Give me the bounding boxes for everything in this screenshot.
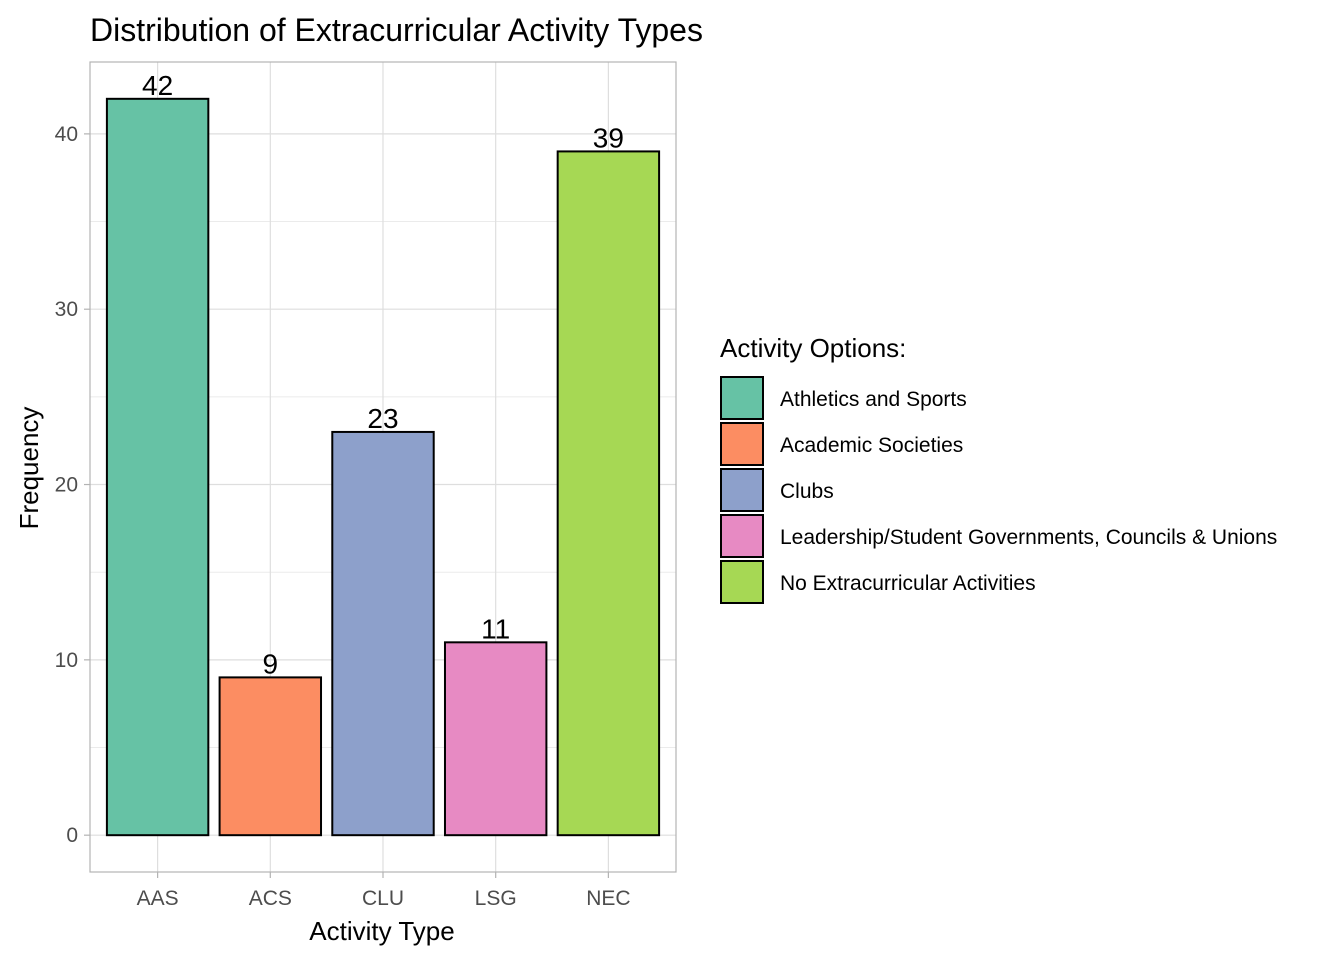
x-tick-label: NEC [586, 887, 630, 910]
y-axis-title: Frequency [14, 407, 44, 530]
bar-clu [331, 430, 435, 837]
legend-key [720, 560, 764, 604]
legend: Activity Options: Athletics and Sports Ac… [720, 333, 1277, 604]
y-tick-label: 20 [55, 474, 78, 497]
y-tick-label: 0 [66, 824, 78, 847]
x-tick-label: CLU [362, 887, 404, 910]
legend-key [720, 422, 764, 466]
legend-title: Activity Options: [720, 333, 906, 363]
data-label-lsg: 11 [481, 613, 510, 644]
legend-label: Academic Societies [780, 434, 963, 457]
data-label-nec: 39 [593, 122, 624, 153]
y-tick-label: 40 [55, 123, 78, 146]
bar-nec [556, 150, 661, 837]
x-axis-title: Activity Type [309, 916, 454, 946]
legend-key [720, 514, 764, 558]
legend-key [720, 376, 764, 420]
y-tick-label: 30 [55, 298, 78, 321]
data-label-aas: 42 [142, 70, 173, 101]
y-tick-label: 10 [55, 649, 78, 672]
data-label-acs: 9 [263, 648, 279, 679]
bar-lsg [443, 641, 548, 837]
chart-title: Distribution of Extracurricular Activity… [90, 12, 703, 48]
legend-label: Leadership/Student Governments, Councils… [780, 526, 1277, 549]
legend-key [720, 468, 764, 512]
x-tick-label: LSG [475, 887, 517, 910]
legend-label: No Extracurricular Activities [780, 572, 1036, 595]
x-tick-label: AAS [137, 887, 179, 910]
bar-acs [218, 676, 323, 837]
legend-label: Athletics and Sports [780, 388, 967, 411]
data-label-clu: 23 [367, 403, 398, 434]
x-tick-label: ACS [249, 887, 292, 910]
legend-label: Clubs [780, 480, 834, 503]
bar-aas [105, 97, 210, 837]
plot-panel: 42 9 23 11 39 0 10 20 30 40 AAS ACS CLU LSG NEC [55, 61, 677, 910]
